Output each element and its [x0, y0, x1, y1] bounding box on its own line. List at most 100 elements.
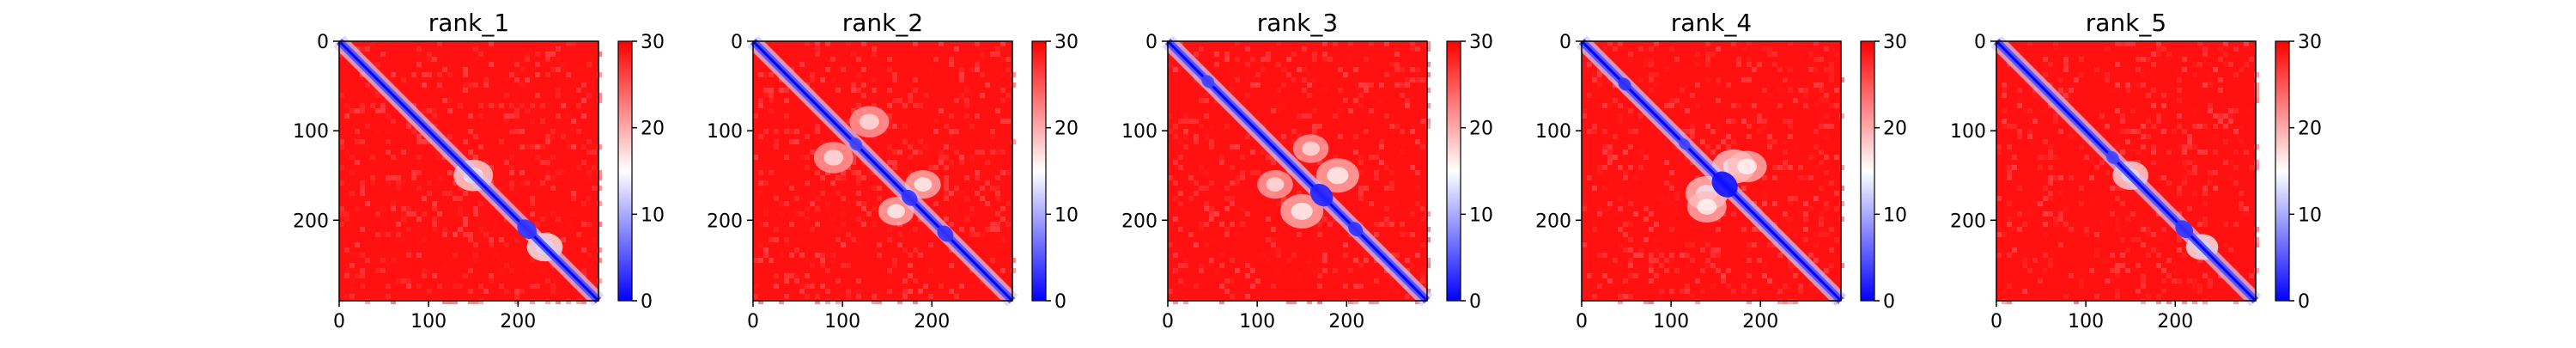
heatmap-cell	[1607, 206, 1613, 211]
heatmap-cell	[576, 88, 581, 93]
heatmap-cell	[571, 144, 576, 150]
heatmap-cell	[489, 62, 494, 67]
heatmap-cell	[851, 82, 856, 88]
heatmap-cell	[949, 165, 954, 170]
heatmap-cell	[509, 155, 514, 160]
heatmap-cell	[1338, 253, 1343, 258]
heatmap-cell	[2141, 124, 2146, 129]
heatmap-cell	[1394, 67, 1400, 72]
heatmap-cell	[2161, 93, 2166, 98]
heatmap-cell	[2043, 62, 2048, 67]
heatmap-cell	[2182, 206, 2187, 211]
heatmap-cell	[1353, 258, 1358, 263]
heatmap-cell	[1322, 129, 1327, 134]
heatmap-cell	[1255, 237, 1261, 242]
heatmap-cell	[830, 180, 835, 186]
heatmap-cell	[959, 284, 964, 289]
heatmap-cell	[447, 72, 453, 77]
heatmap-cell	[1803, 46, 1808, 52]
heatmap-cell	[1798, 211, 1803, 217]
heatmap-cell	[1747, 247, 1752, 253]
heatmap-cell	[519, 289, 525, 294]
heatmap-cell	[861, 201, 866, 206]
heatmap-cell	[1183, 258, 1188, 263]
heatmap-cell	[339, 180, 344, 186]
heatmap-cell	[810, 201, 815, 206]
heatmap-cell	[442, 98, 447, 103]
heatmap-cell	[1741, 227, 1747, 232]
heatmap-cell	[586, 211, 592, 217]
heatmap-cell	[1587, 93, 1592, 98]
heatmap-cell	[2063, 222, 2069, 227]
heatmap-cell	[1814, 232, 1819, 237]
heatmap-cell	[949, 160, 954, 165]
heatmap-cell	[1582, 113, 1587, 119]
heatmap-cell	[1597, 206, 1602, 211]
heatmap-cell	[1710, 284, 1716, 289]
heatmap-cell	[2249, 165, 2254, 170]
heatmap-cell	[1261, 155, 1266, 160]
heatmap-cell	[1358, 263, 1364, 268]
heatmap-cell	[1587, 129, 1592, 134]
heatmap-cell	[1235, 175, 1240, 180]
heatmap-cell	[2156, 129, 2161, 134]
heatmap-cell	[1410, 129, 1415, 134]
heatmap-cell	[1415, 253, 1420, 258]
colorbar	[1861, 41, 1874, 301]
heatmap-cell	[1803, 57, 1808, 62]
heatmap-cell	[959, 227, 964, 232]
heatmap-cell	[789, 186, 794, 191]
heatmap-cell	[975, 175, 980, 180]
heatmap-cell	[458, 206, 463, 211]
heatmap-cell	[1415, 186, 1420, 191]
heatmap-cell	[1405, 294, 1410, 299]
axes-frame	[752, 40, 1013, 302]
heatmap-cell	[2151, 124, 2156, 129]
heatmap-cell	[841, 294, 846, 299]
heatmap-cell	[468, 155, 473, 160]
heatmap-cell	[954, 186, 959, 191]
y-tick-label: 100	[1950, 121, 1986, 143]
heatmap-cell	[1824, 201, 1829, 206]
x-tick-label: 200	[1328, 311, 1364, 333]
heatmap-cell	[1808, 206, 1814, 211]
heatmap-cell	[1669, 186, 1674, 191]
heatmap-cell	[2027, 211, 2032, 217]
heatmap-cell	[758, 103, 763, 108]
heatmap-cell	[1716, 82, 1721, 88]
heatmap-cell	[499, 268, 504, 273]
heatmap-cell	[1582, 227, 1587, 232]
heatmap-cell	[1194, 139, 1199, 144]
heatmap-cell	[2079, 144, 2084, 150]
heatmap-cell	[887, 103, 892, 108]
axes-frame	[338, 40, 599, 302]
heatmap-cell	[1266, 253, 1271, 258]
heatmap-cell	[877, 186, 882, 191]
heatmap-cell	[1173, 67, 1178, 72]
heatmap-cell	[887, 113, 892, 119]
heatmap-cell	[784, 227, 789, 232]
heatmap-cell	[447, 98, 453, 103]
heatmap-cell	[2007, 165, 2012, 170]
heatmap-cell	[2136, 82, 2141, 88]
heatmap-cell	[1685, 289, 1690, 294]
heatmap-cell	[2197, 222, 2202, 227]
heatmap-cell	[1793, 232, 1798, 237]
heatmap-cell	[1607, 155, 1613, 160]
heatmap-cell	[1834, 57, 1839, 62]
heatmap-cell	[1741, 289, 1747, 294]
heatmap-cell	[1327, 57, 1333, 62]
heatmap-cell	[2249, 67, 2254, 72]
colorbar-frame	[1446, 40, 1461, 302]
heatmap-cell	[576, 67, 581, 72]
heatmap-cell	[964, 98, 969, 103]
heatmap-cell	[509, 170, 514, 175]
heatmap-cell	[2208, 62, 2213, 67]
heatmap-cell	[985, 160, 990, 165]
heatmap-cell	[902, 289, 908, 294]
heatmap-cell	[2249, 273, 2254, 278]
heatmap-cell	[1592, 227, 1597, 232]
heatmap-cell	[2032, 201, 2038, 206]
heatmap-cell	[887, 57, 892, 62]
heatmap-cell	[2110, 88, 2115, 93]
